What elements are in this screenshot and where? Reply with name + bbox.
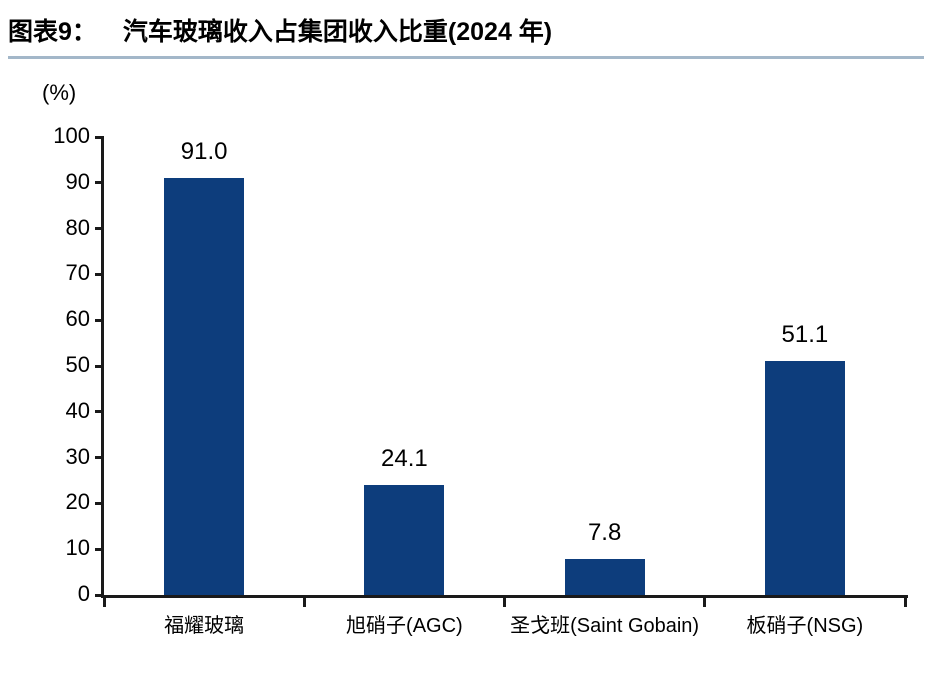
y-tick-label: 40 <box>65 397 90 423</box>
y-axis-unit-label: (%) <box>42 80 77 105</box>
bar-value-label: 51.1 <box>781 320 829 348</box>
bar-value-label: 7.8 <box>587 519 622 547</box>
y-tick <box>95 410 104 414</box>
y-tick <box>95 272 104 276</box>
y-axis-line <box>101 137 104 595</box>
figure-title-text: 汽车玻璃收入占集团收入比重(2024 年) <box>122 18 553 46</box>
x-tick <box>703 598 707 607</box>
y-tick <box>95 593 104 597</box>
y-tick-label: 10 <box>65 535 90 561</box>
x-tick <box>903 598 907 607</box>
figure-title: 图表9： 汽车玻璃收入占集团收入比重(2024 年) <box>8 12 552 48</box>
y-tick <box>95 318 104 322</box>
category-label: 福耀玻璃 <box>164 615 245 637</box>
y-tick-label: 50 <box>65 352 90 377</box>
y-tick-label: 30 <box>65 443 90 469</box>
y-tick <box>95 501 104 505</box>
y-tick-label: 20 <box>65 489 90 515</box>
y-tick <box>95 181 104 185</box>
x-tick <box>102 598 106 607</box>
y-tick-label: 100 <box>53 123 90 148</box>
y-tick-label: 0 <box>77 581 90 606</box>
title-underline <box>8 56 924 59</box>
x-tick <box>302 598 306 607</box>
bar-value-label: 91.0 <box>180 138 228 166</box>
y-tick <box>95 456 104 460</box>
y-tick-label: 90 <box>65 168 90 194</box>
bar <box>164 178 245 595</box>
category-label: 板硝子(NSG) <box>746 615 864 637</box>
bar <box>764 360 845 595</box>
bar <box>364 484 445 595</box>
figure-label: 图表9： <box>8 18 97 46</box>
y-tick-label: 70 <box>65 260 90 286</box>
y-tick-label: 80 <box>65 214 90 240</box>
y-tick <box>95 135 104 139</box>
x-axis-line <box>101 595 908 598</box>
bar-value-label: 24.1 <box>381 444 428 472</box>
category-label: 圣戈班(Saint Gobain) <box>510 615 700 637</box>
x-tick <box>503 598 506 607</box>
y-tick <box>95 227 104 231</box>
bar <box>564 559 645 595</box>
category-label: 旭硝子(AGC) <box>346 615 463 637</box>
y-tick-label: 60 <box>65 306 90 332</box>
y-tick <box>95 364 104 368</box>
y-tick <box>95 547 104 551</box>
